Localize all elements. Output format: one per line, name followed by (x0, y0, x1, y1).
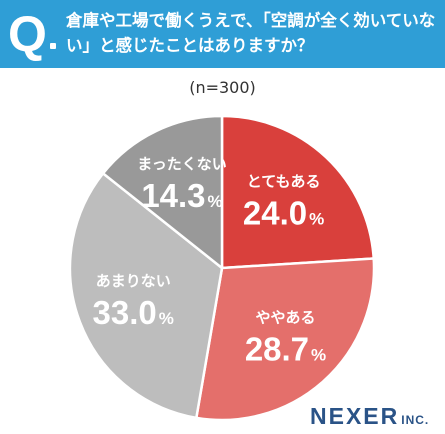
slice-value-label: 28.7% (245, 331, 326, 368)
slice-label-very-often: とてもある 24.0% (243, 172, 324, 231)
question-text: 倉庫や工場で働くうえで、「空調が全く効いていない」と感じたことはありますか？ (66, 11, 436, 55)
q-dot (50, 43, 56, 49)
pie-slice-very-often (220, 114, 375, 270)
slice-value-label: 24.0% (243, 194, 324, 231)
pie-slice-never (101, 114, 224, 270)
slice-category-label: ややある (255, 309, 315, 327)
brand-logo: NEXER INC. (310, 403, 429, 430)
slice-label-never: まったくない 14.3% (137, 155, 226, 214)
slice-value-label: 33.0% (93, 294, 174, 331)
pie-slice-sometimes (195, 257, 376, 422)
slice-value-label: 14.3% (141, 177, 222, 214)
question-header: Q 倉庫や工場で働くうえで、「空調が全く効いていない」と感じたことはありますか？ (0, 0, 445, 68)
slice-category-label: とてもある (247, 172, 321, 190)
pie-slice-rarely (68, 172, 224, 420)
slice-label-sometimes: ややある 28.7% (245, 309, 326, 368)
slice-category-label: あまりない (96, 272, 171, 290)
brand-name: NEXER (310, 403, 400, 429)
sample-size-note: (n=300) (189, 78, 256, 97)
slice-category-label: まったくない (137, 155, 226, 173)
brand-suffix: INC. (401, 413, 430, 427)
q-letter: Q (8, 6, 47, 62)
slice-label-rarely: あまりない 33.0% (93, 272, 174, 331)
